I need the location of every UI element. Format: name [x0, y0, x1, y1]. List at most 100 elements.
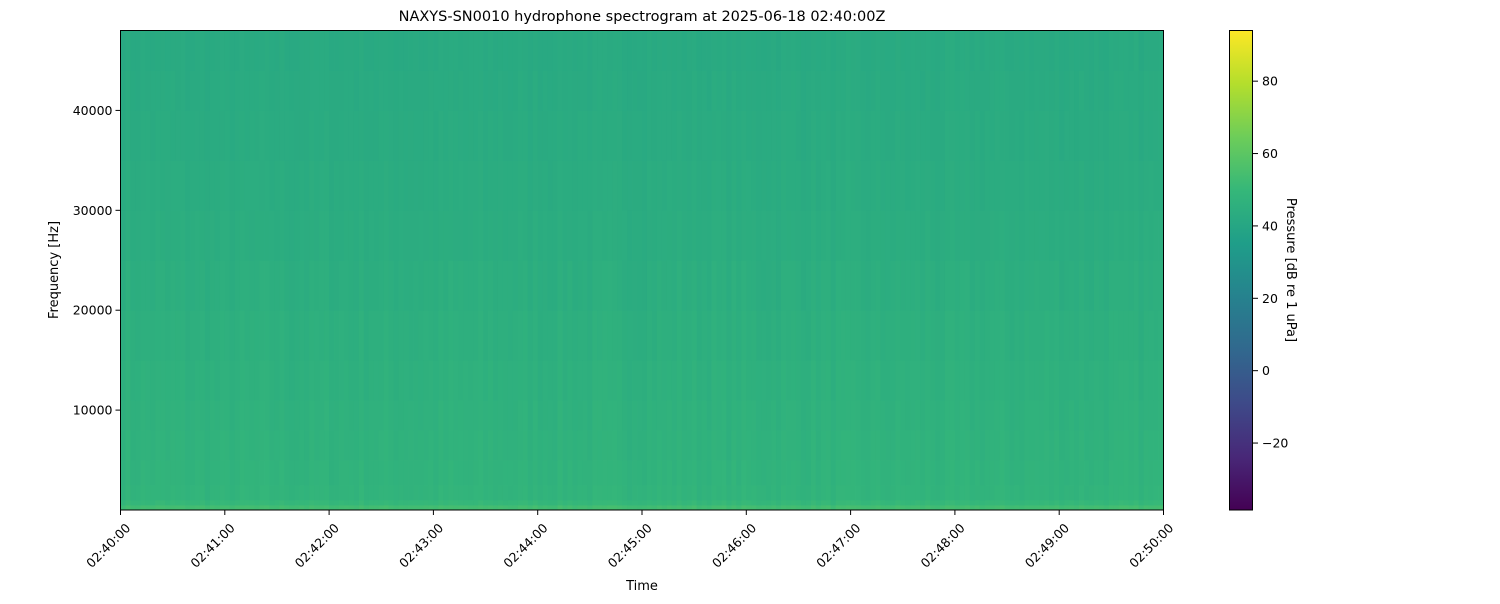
spectrogram-cell [165, 500, 171, 506]
spectrogram-cell [304, 460, 310, 486]
spectrogram-cell [751, 70, 757, 111]
spectrogram-cell [1103, 430, 1110, 461]
spectrogram-cell [646, 70, 653, 111]
spectrogram-cell [994, 260, 1000, 311]
spectrogram-cell [930, 160, 936, 211]
spectrogram-cell [567, 505, 573, 511]
spectrogram-cell [642, 70, 648, 111]
spectrogram-cell [522, 400, 529, 431]
spectrogram-cell [398, 430, 404, 461]
spectrogram-cell [661, 460, 668, 486]
spectrogram-cell [1009, 310, 1015, 361]
spectrogram-cell [185, 110, 191, 161]
spectrogram-cell [413, 460, 419, 486]
spectrogram-cell [234, 430, 241, 461]
spectrogram-cell [502, 310, 509, 361]
spectrogram-cell [1004, 30, 1010, 71]
spectrogram-cell [830, 260, 837, 311]
spectrogram-cell [393, 70, 400, 111]
spectrogram-cell [224, 30, 231, 71]
spectrogram-cell [373, 310, 380, 361]
spectrogram-cell [795, 30, 802, 71]
spectrogram-cell [453, 70, 459, 111]
spectrogram-cell [572, 160, 578, 211]
spectrogram-cell [1138, 160, 1145, 211]
spectrogram-cell [234, 500, 241, 506]
spectrogram-cell [726, 260, 732, 311]
spectrogram-cell [681, 485, 688, 501]
spectrogram-cell [244, 160, 251, 211]
spectrogram-cell [458, 360, 464, 401]
spectrogram-cell [304, 160, 310, 211]
spectrogram-cell [597, 430, 603, 461]
spectrogram-cell [1009, 260, 1015, 311]
spectrogram-cell [314, 460, 320, 486]
spectrogram-cell [597, 500, 603, 506]
spectrogram-cell [969, 110, 976, 161]
spectrogram-cell [334, 310, 340, 361]
spectrogram-cell [1103, 500, 1110, 506]
spectrogram-cell [1098, 70, 1105, 111]
spectrogram-cell [964, 260, 971, 311]
spectrogram-cell [865, 430, 871, 461]
spectrogram-cell [711, 500, 717, 506]
spectrogram-cell [353, 485, 360, 501]
spectrogram-cell [517, 360, 524, 401]
spectrogram-cell [438, 505, 444, 511]
spectrogram-cell [363, 430, 370, 461]
spectrogram-cell [229, 310, 236, 361]
spectrogram-cell [627, 485, 633, 501]
spectrogram-cell [383, 460, 390, 486]
spectrogram-cell [646, 400, 653, 431]
spectrogram-cell [140, 500, 146, 506]
spectrogram-cell [314, 360, 320, 401]
spectrogram-cell [383, 505, 390, 511]
spectrogram-cell [602, 360, 608, 401]
spectrogram-cell [140, 310, 146, 361]
spectrogram-cell [696, 310, 702, 361]
spectrogram-cell [1049, 160, 1055, 211]
spectrogram-cell [284, 110, 290, 161]
spectrogram-cell [339, 110, 345, 161]
spectrogram-cell [289, 210, 295, 261]
spectrogram-cell [239, 360, 246, 401]
spectrogram-cell [905, 30, 911, 71]
spectrogram-cell [974, 310, 981, 361]
spectrogram-cell [850, 110, 856, 161]
spectrogram-cell [1089, 110, 1095, 161]
spectrogram-cell [567, 360, 573, 401]
spectrogram-cell [383, 310, 390, 361]
spectrogram-cell [781, 210, 787, 261]
spectrogram-cell [855, 460, 861, 486]
spectrogram-cell [810, 485, 817, 501]
spectrogram-cell [383, 360, 390, 401]
spectrogram-cell [190, 360, 196, 401]
spectrogram-cell [875, 400, 881, 431]
spectrogram-cell [304, 210, 310, 261]
spectrogram-cell [378, 210, 385, 261]
spectrogram-cell [1098, 460, 1105, 486]
spectrogram-cell [607, 485, 613, 501]
spectrogram-cell [522, 260, 529, 311]
spectrogram-cell [954, 70, 961, 111]
spectrogram-cell [969, 70, 976, 111]
spectrogram-cell [502, 110, 509, 161]
spectrogram-cell [622, 400, 628, 431]
spectrogram-cell [1084, 260, 1090, 311]
spectrogram-cell [309, 500, 315, 506]
spectrogram-cell [1079, 430, 1085, 461]
spectrogram-cell [254, 310, 260, 361]
spectrogram-cell [483, 430, 489, 461]
x-tick-label: 02:42:00 [292, 520, 342, 570]
spectrogram-cell [810, 30, 817, 71]
spectrogram-cell [557, 160, 563, 211]
spectrogram-cell [1138, 430, 1145, 461]
spectrogram-cell [1064, 70, 1070, 111]
spectrogram-cell [209, 30, 216, 71]
spectrogram-cell [383, 430, 390, 461]
spectrogram-cell [229, 30, 236, 71]
spectrogram-cell [125, 310, 131, 361]
spectrogram-cell [274, 160, 280, 211]
spectrogram-cell [195, 500, 201, 506]
spectrogram-cell [885, 260, 891, 311]
